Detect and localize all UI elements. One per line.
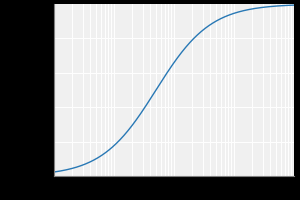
- Y-axis label: k/k₀ [-]: k/k₀ [-]: [20, 74, 30, 106]
